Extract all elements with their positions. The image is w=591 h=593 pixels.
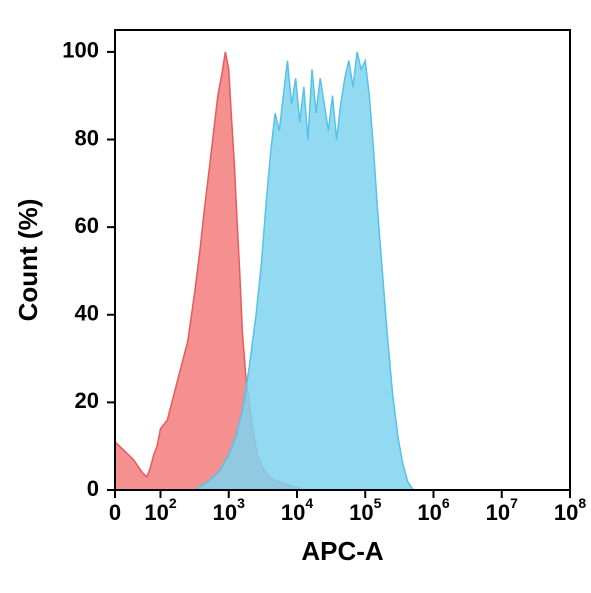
- chart-svg: 020406080100Count (%)0102103104105106107…: [0, 0, 591, 593]
- y-tick-label: 80: [75, 125, 99, 150]
- flow-cytometry-histogram: 020406080100Count (%)0102103104105106107…: [0, 0, 591, 593]
- y-tick-label: 40: [75, 301, 99, 326]
- y-axis-label: Count (%): [13, 199, 43, 322]
- x-tick-label: 0: [109, 500, 121, 525]
- y-tick-label: 0: [87, 476, 99, 501]
- y-tick-label: 100: [62, 38, 99, 63]
- x-axis-label: APC-A: [301, 536, 384, 566]
- y-tick-label: 60: [75, 213, 99, 238]
- y-tick-label: 20: [75, 388, 99, 413]
